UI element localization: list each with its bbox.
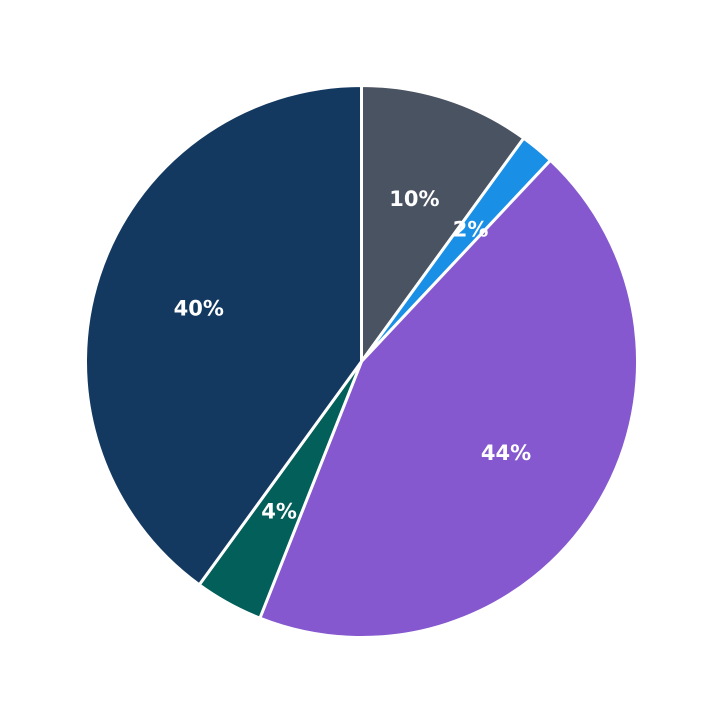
pie-slice-0 bbox=[360, 84, 526, 363]
pie-slice-label-4: 40% bbox=[174, 297, 224, 321]
pie-labels: 10% 2% 44% 4% 40% bbox=[174, 187, 531, 524]
pie-slice-2 bbox=[258, 158, 639, 639]
pie-slice-4 bbox=[84, 84, 363, 587]
pie-slice-label-2: 44% bbox=[481, 441, 531, 465]
pie-slices bbox=[84, 84, 639, 639]
pie-slice-label-1: 2% bbox=[453, 218, 489, 242]
pie-slice-label-3: 4% bbox=[261, 499, 297, 523]
pie-slice-label-0: 10% bbox=[389, 187, 439, 211]
